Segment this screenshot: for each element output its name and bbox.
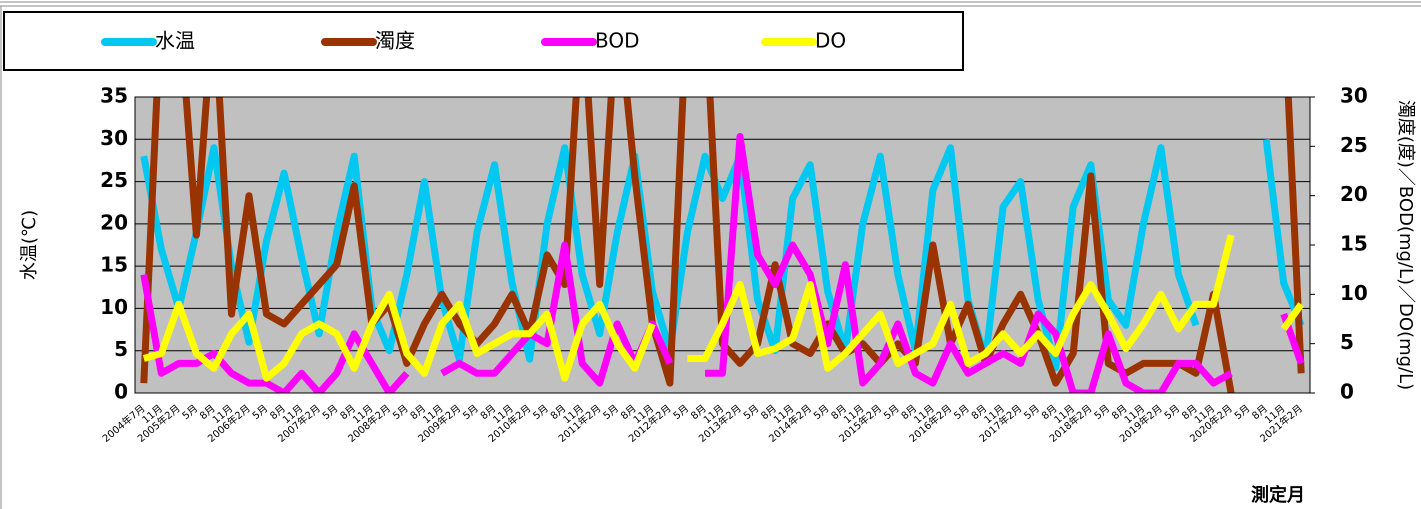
y2-tick-label: 15	[1340, 232, 1368, 256]
x-tick-label: 5月	[952, 402, 972, 422]
x-tick-label: 5月	[741, 402, 761, 422]
x-tick-label: 5月	[811, 402, 831, 422]
y-tick-label: 20	[100, 210, 128, 234]
x-tick-label: 5月	[671, 402, 691, 422]
y2-tick-label: 20	[1340, 182, 1368, 206]
y2-tick-label: 25	[1340, 133, 1368, 157]
x-tick-label: 5月	[1022, 402, 1042, 422]
x-tick-label: 5月	[1232, 402, 1252, 422]
x-tick-label: 5月	[320, 402, 340, 422]
y-tick-label: 0	[114, 380, 128, 404]
x-tick-label: 5月	[601, 402, 621, 422]
x-tick-label: 5月	[1092, 402, 1112, 422]
y2-tick-label: 0	[1340, 380, 1354, 404]
y-tick-label: 35	[100, 84, 128, 108]
legend-label: BOD	[595, 29, 640, 53]
y2-tick-label: 10	[1340, 281, 1368, 305]
legend-label: 水温	[155, 29, 195, 53]
x-tick-label: 5月	[390, 402, 410, 422]
plot-border	[134, 96, 1311, 394]
x-tick-label: 5月	[1162, 402, 1182, 422]
x-tick-label: 5月	[180, 402, 200, 422]
y-tick-label: 30	[100, 126, 128, 150]
series-line	[142, 234, 1305, 382]
x-axis-label: 測定月	[1251, 484, 1305, 506]
y2-tick-label: 5	[1340, 330, 1354, 354]
y2-axis-label: 濁度(度)／BOD(mg/L)／DO(mg/L)	[1395, 100, 1416, 390]
series-group	[140, 97, 1305, 393]
legend-label: DO	[815, 29, 846, 53]
x-tick-label: 5月	[881, 402, 901, 422]
x-tick-label: 5月	[531, 402, 551, 422]
y-tick-label: 5	[114, 337, 128, 361]
y-axis-label: 水温(℃)	[19, 210, 40, 280]
x-tick-label: 5月	[461, 402, 481, 422]
y2-tick-label: 30	[1340, 84, 1368, 108]
y-tick-label: 25	[100, 168, 128, 192]
x-tick-label: 5月	[250, 402, 270, 422]
series-line	[140, 133, 1305, 393]
y-tick-label: 15	[100, 253, 128, 277]
legend-label: 濁度	[375, 29, 415, 53]
y-tick-label: 10	[100, 295, 128, 319]
